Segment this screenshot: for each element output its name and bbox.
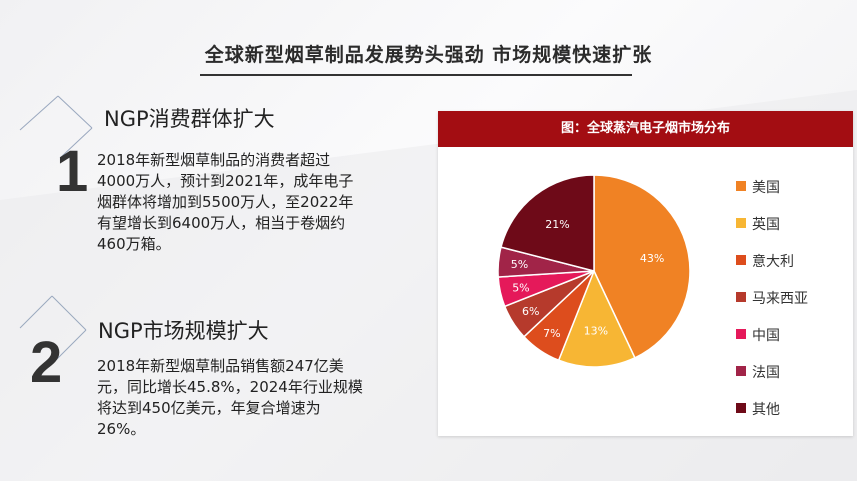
legend-swatch — [736, 181, 746, 191]
chart-panel: 图：全球蒸汽电子烟市场分布 43% 13% 7% 6% 5% 5% 21% 美国英国意大利马… — [438, 111, 853, 436]
slide-title: 全球新型烟草制品发展势头强劲 市场规模快速扩张 — [204, 44, 653, 66]
legend-label: 英国 — [752, 217, 780, 233]
pie-data-label: 5% — [512, 281, 529, 294]
pie-data-label: 7% — [543, 327, 560, 340]
section-1-line: 4000万人，预计到2021年，成年电子 — [97, 172, 354, 190]
pie-data-label: 21% — [545, 218, 569, 231]
section-1-heading: NGP消费群体扩大 — [104, 107, 275, 131]
legend-swatch — [736, 366, 746, 376]
legend-label: 马来西亚 — [752, 291, 808, 307]
section-1-line: 有望增长到6400万人，相当于卷烟约 — [97, 214, 346, 232]
pie-data-label: 6% — [522, 305, 539, 318]
section-1-line: 2018年新型烟草制品的消费者超过 — [97, 151, 331, 169]
legend-label: 中国 — [752, 328, 780, 344]
legend-label: 美国 — [752, 180, 780, 196]
pie-data-label: 43% — [640, 252, 664, 265]
section-2-line: 26%。 — [97, 420, 146, 438]
legend-label: 法国 — [752, 365, 780, 381]
section-2-number: 2 — [30, 330, 63, 395]
legend-swatch — [736, 292, 746, 302]
legend-swatch — [736, 403, 746, 413]
section-2-line: 元，同比增长45.8%，2024年行业规模 — [97, 378, 363, 396]
pie-slice — [557, 269, 636, 368]
legend-swatch — [736, 329, 746, 339]
section-1-line: 460万箱。 — [97, 235, 171, 253]
pie-slice — [593, 174, 691, 359]
legend-label: 意大利 — [752, 254, 794, 270]
pie-slice — [500, 174, 595, 272]
section-2-line: 将达到450亿美元，年复合增速为 — [97, 399, 321, 417]
section-2-heading: NGP市场规模扩大 — [98, 319, 269, 343]
section-2-body: 2018年新型烟草制品销售额247亿美 元，同比增长45.8%，2024年行业规… — [97, 356, 437, 440]
chart-title: 图：全球蒸汽电子烟市场分布 — [438, 111, 853, 147]
legend-label: 其他 — [752, 402, 780, 418]
section-1-number: 1 — [56, 139, 89, 204]
pie-data-label: 5% — [511, 258, 528, 271]
section-1-body: 2018年新型烟草制品的消费者超过 4000万人，预计到2021年，成年电子 烟… — [97, 150, 437, 255]
section-2-line: 2018年新型烟草制品销售额247亿美 — [97, 357, 344, 375]
pie-chart: 43% 13% 7% 6% 5% 5% 21% — [497, 174, 691, 368]
legend-swatch — [736, 255, 746, 265]
title-underline — [200, 74, 632, 76]
legend-swatch — [736, 218, 746, 228]
pie-data-label: 13% — [584, 324, 608, 337]
section-1-line: 烟群体将增加到5500万人，至2022年 — [97, 193, 354, 211]
